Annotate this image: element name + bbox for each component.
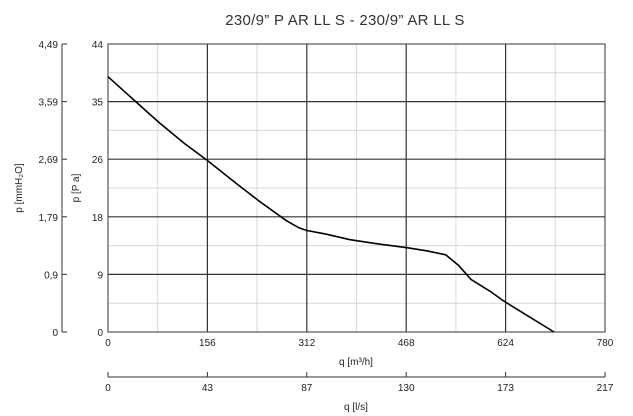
x2-tick-label: 43 [202,383,214,394]
y-tick-label: 0 [97,328,103,339]
y-tick-label: 9 [97,270,103,281]
series-layer [107,76,555,333]
x2-axis-label: q [l/s] [344,402,368,413]
y2-tick-label: 0 [52,328,58,339]
y-tick-label: 26 [92,155,104,166]
y2-tick-label: 2,69 [39,155,59,166]
y2-tick-label: 0,9 [44,270,58,281]
x-tick-labels: 0 156 312 468 624 780 [105,338,614,349]
y-tick-label: 44 [92,40,104,51]
x2-tick-label: 217 [597,383,614,394]
x-axis-label: q [m³/h] [339,357,373,368]
x2-tick-label: 173 [497,383,514,394]
y-tick-label: 35 [92,98,104,109]
x2-tick-label: 130 [398,383,415,394]
x-tick-label: 624 [497,338,514,349]
x-tick-label: 780 [597,338,614,349]
series-line [107,76,555,333]
chart-title: 230/9” P AR LL S - 230/9” AR LL S [225,12,465,29]
y2-tick-label: 4,49 [39,40,59,51]
y-tick-labels: 0 9 18 26 35 44 [92,40,104,339]
y-tick-label: 18 [92,213,104,224]
secondary-x-axis: 0 43 87 130 173 217 [105,372,614,394]
x-tick-label: 156 [199,338,216,349]
y2-tick-label: 3,59 [39,98,59,109]
x-tick-label: 468 [398,338,415,349]
plot-frame [107,43,606,333]
y2-tick-label: 1,79 [39,213,59,224]
x-tick-label: 312 [298,338,315,349]
x2-tick-label: 0 [105,383,111,394]
x-tick-label: 0 [105,338,111,349]
y-axis-label: p [P a] [71,173,82,202]
secondary-y-axis: 0 0,9 1,79 2,69 3,59 4,49 [39,40,67,339]
y2-axis-label: p [mmH₂O] [14,163,25,213]
x2-tick-label: 87 [301,383,313,394]
minor-grid [108,44,605,332]
major-grid [108,44,605,332]
